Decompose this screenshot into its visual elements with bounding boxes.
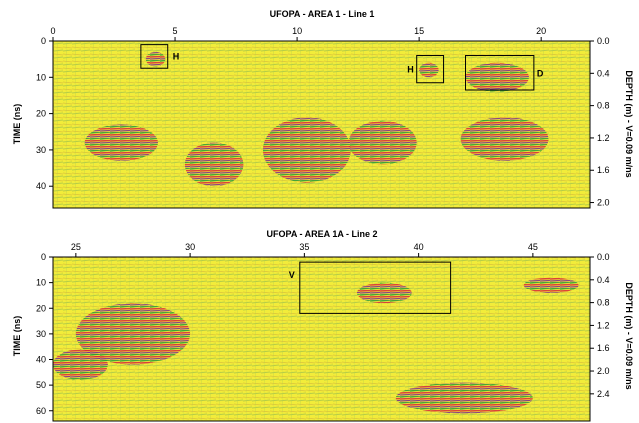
y2-tick-label: 2.4: [597, 389, 610, 399]
panel1-y2-ticks: 0.0 0.4 0.8 1.2 1.6 2.0: [590, 36, 610, 208]
panel1-hotspots: [84, 51, 549, 187]
panel2-hotspots: [53, 277, 579, 414]
y-tick-label: 60: [36, 406, 46, 416]
panel2-plot-frame: [52, 256, 591, 422]
x-tick-label: 15: [414, 26, 424, 36]
y-tick-label: 50: [36, 380, 46, 390]
x-tick-label: 40: [414, 242, 424, 252]
y-tick-label: 0: [41, 36, 46, 46]
reflection-hotspot: [460, 117, 549, 161]
annotation-box: [140, 44, 169, 69]
panel1-annotations: H H D: [140, 44, 544, 91]
reflection-hotspot: [262, 117, 351, 183]
y2-tick-label: 2.0: [597, 366, 610, 376]
y2-tick-label: 0.4: [597, 275, 610, 285]
y-tick-label: 10: [36, 72, 46, 82]
y2-tick-label: 1.2: [597, 320, 610, 330]
x-tick-label: 30: [185, 242, 195, 252]
panel2-y-axis-label: TIME (ns): [12, 316, 22, 357]
panel1-y-ticks: 0 10 20 30 40: [36, 36, 53, 191]
y2-tick-label: 0.0: [597, 252, 610, 262]
panel-line2: UFOPA - AREA 1A - Line 2 V 25 30 35 40 45 0 1…: [12, 229, 634, 422]
reflection-hotspot: [523, 277, 579, 293]
x-tick-label: 45: [528, 242, 538, 252]
reflection-hotspot: [75, 303, 191, 365]
y-tick-label: 30: [36, 329, 46, 339]
y2-tick-label: 0.8: [597, 101, 610, 111]
reflection-hotspot: [184, 142, 244, 187]
y2-tick-label: 1.6: [597, 165, 610, 175]
reflection-hotspot: [465, 62, 529, 92]
y-tick-label: 20: [36, 109, 46, 119]
x-tick-label: 25: [71, 242, 81, 252]
panel2-y-ticks: 0 10 20 30 40 50 60: [36, 252, 53, 416]
y-tick-label: 10: [36, 278, 46, 288]
x-tick-label: 20: [536, 26, 546, 36]
x-tick-label: 0: [50, 26, 55, 36]
x-tick-label: 35: [299, 242, 309, 252]
y-tick-label: 30: [36, 145, 46, 155]
y-tick-label: 40: [36, 181, 46, 191]
panel2-title: UFOPA - AREA 1A - Line 2: [266, 229, 377, 239]
x-tick-label: 5: [173, 26, 178, 36]
reflection-hotspot: [53, 349, 108, 380]
reflection-hotspot: [84, 124, 158, 161]
annotation-label: H: [173, 52, 180, 62]
panel2-x-ticks: 25 30 35 40 45: [71, 242, 538, 257]
y2-tick-label: 0.8: [597, 298, 610, 308]
y2-tick-label: 1.6: [597, 343, 610, 353]
reflection-hotspot: [348, 120, 417, 165]
annotation-box: [465, 55, 535, 91]
panel1-title: UFOPA - AREA 1 - Line 1: [270, 9, 375, 19]
panel1-x-ticks: 0 5 10 15 20: [50, 26, 546, 41]
y2-tick-label: 2.0: [597, 198, 610, 208]
panel1-y-axis-label: TIME (ns): [12, 104, 22, 145]
y-tick-label: 0: [41, 252, 46, 262]
x-tick-label: 10: [292, 26, 302, 36]
reflection-hotspot: [145, 51, 166, 67]
panel2-y2-axis-label: DEPTH (m) - V=0.09 m/ns: [624, 282, 634, 389]
y-tick-label: 20: [36, 303, 46, 313]
panel2-y2-ticks: 0.0 0.4 0.8 1.2 1.6 2.0 2.4: [590, 252, 610, 399]
y2-tick-label: 1.2: [597, 133, 610, 143]
annotation-box: [299, 261, 452, 314]
annotation-label: V: [289, 270, 295, 280]
panel1-plot-frame: [52, 40, 591, 209]
annotation-label: D: [537, 69, 544, 79]
reflection-hotspot: [356, 282, 412, 304]
annotation-label: H: [407, 65, 414, 75]
reflection-hotspot: [395, 382, 533, 414]
panel2-annotations: V: [289, 261, 452, 314]
panel1-y2-axis-label: DEPTH (m) - V=0.09 m/ns: [624, 70, 634, 177]
y2-tick-label: 0.0: [597, 36, 610, 46]
reflection-hotspot: [419, 62, 439, 78]
y-tick-label: 40: [36, 355, 46, 365]
panel-line1: UFOPA - AREA 1 - Line 1 H H D 0 5 10 15 20 0 10…: [12, 9, 634, 209]
y2-tick-label: 0.4: [597, 68, 610, 78]
annotation-box: [416, 55, 445, 84]
